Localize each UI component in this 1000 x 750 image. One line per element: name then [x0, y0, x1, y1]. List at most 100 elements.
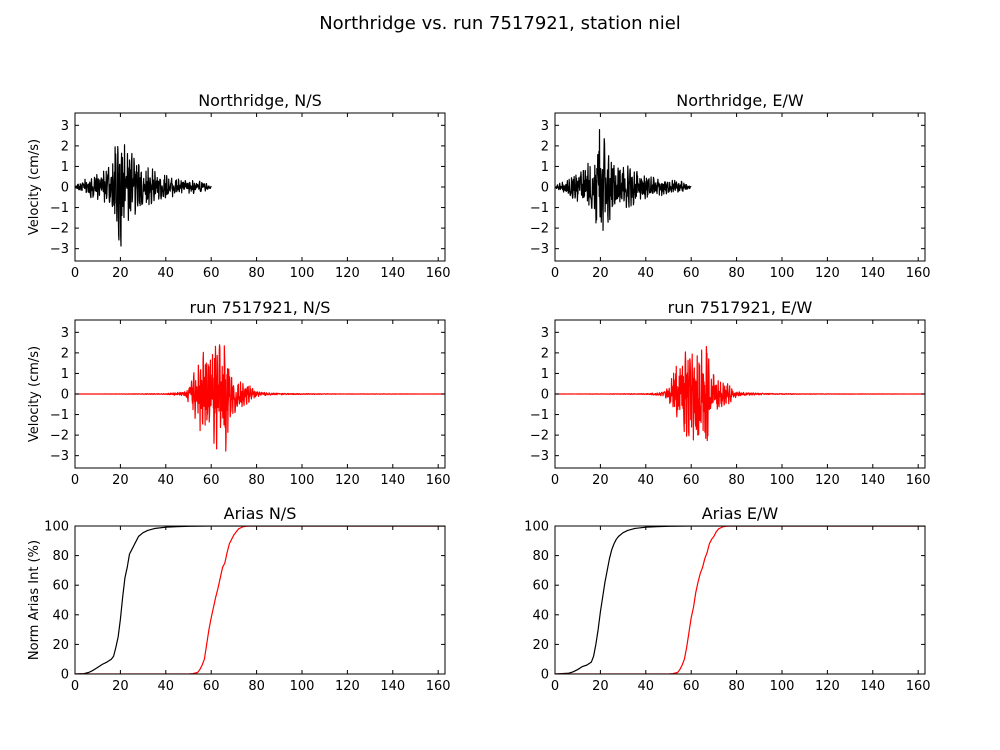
- y-tick-label: 60: [52, 579, 69, 594]
- axes-frame: [74, 525, 446, 675]
- y-tick-label: 1: [541, 160, 549, 175]
- x-tick-label: 60: [203, 679, 220, 694]
- subplot-title: Arias E/W: [702, 504, 779, 523]
- y-axis-label: Norm Arias Int (%): [27, 540, 42, 660]
- x-tick-label: 80: [728, 473, 745, 488]
- x-tick-label: 0: [551, 679, 559, 694]
- y-tick-label: 100: [524, 520, 549, 535]
- y-tick-label: 3: [61, 326, 69, 341]
- x-tick-label: 160: [426, 473, 451, 488]
- y-tick-label: −3: [50, 242, 69, 257]
- x-tick-label: 120: [335, 473, 360, 488]
- x-tick-label: 100: [770, 473, 795, 488]
- subplot-title: Northridge, N/S: [198, 91, 322, 110]
- x-tick-label: 100: [290, 473, 315, 488]
- y-tick-label: 0: [541, 668, 549, 683]
- figure-title: Northridge vs. run 7517921, station niel: [319, 13, 681, 34]
- x-tick-label: 120: [815, 266, 840, 281]
- x-tick-label: 140: [860, 473, 885, 488]
- y-tick-label: 3: [541, 119, 549, 134]
- series-line-northridge-ns-0: [75, 144, 212, 247]
- subplot-run-ns: 0 20 40 60 80 100 120 140 160 −3 −2 −1 0 1 2 3 run 75179…: [27, 298, 451, 488]
- y-axis-label: Velocity (cm/s): [27, 139, 42, 235]
- x-tick-label: 80: [728, 679, 745, 694]
- y-tick-label: 1: [61, 160, 69, 175]
- x-tick-label: 40: [158, 266, 175, 281]
- y-tick-label: 80: [532, 549, 549, 564]
- subplot-grid: 0 20 40 60 80 100 120 140 160−3−2−10123Northridg…: [27, 91, 931, 694]
- x-tick-label: 60: [683, 473, 700, 488]
- series-line-arias-ns-1: [75, 526, 445, 674]
- y-tick-label: 40: [532, 608, 549, 623]
- x-tick-label: 100: [770, 679, 795, 694]
- y-tick-label: −1: [50, 408, 69, 423]
- x-tick-label: 0: [551, 473, 559, 488]
- x-tick-label: 160: [906, 679, 931, 694]
- y-tick-label: 20: [52, 638, 69, 653]
- x-tick-label: 140: [380, 679, 405, 694]
- x-tick-label: 120: [815, 473, 840, 488]
- subplot-northridge-ew: 0 20 40 60 80 100 120 140 160 −3 −2 −1 0 1 2 3 Northridg…: [530, 91, 931, 281]
- x-tick-label: 160: [426, 266, 451, 281]
- y-tick-label: 0: [61, 668, 69, 683]
- x-tick-label: 120: [335, 266, 360, 281]
- axes-frame: [554, 525, 926, 675]
- x-tick-label: 40: [158, 679, 175, 694]
- x-tick-label: 40: [638, 266, 655, 281]
- y-tick-label: −2: [50, 222, 69, 237]
- subplot-title: Arias N/S: [224, 504, 297, 523]
- x-tick-label: 140: [380, 266, 405, 281]
- series-line-run-ns-0: [75, 344, 445, 452]
- x-tick-label: 80: [248, 473, 265, 488]
- x-tick-label: 20: [592, 473, 609, 488]
- x-tick-label: 80: [728, 266, 745, 281]
- x-tick-label: 60: [203, 473, 220, 488]
- x-tick-label: 40: [638, 473, 655, 488]
- x-tick-label: 60: [683, 679, 700, 694]
- x-tick-label: 120: [335, 679, 360, 694]
- series-line-arias-ew-0: [555, 526, 925, 674]
- y-tick-label: 2: [541, 346, 549, 361]
- x-tick-label: 60: [203, 266, 220, 281]
- x-tick-label: 0: [71, 473, 79, 488]
- subplot-arias-ew: 0 20 40 60 80 100 120 140 160 0 20 40 60 80 100 Arias E…: [524, 504, 930, 694]
- subplot-title: run 7517921, N/S: [190, 298, 331, 317]
- y-tick-label: 2: [61, 346, 69, 361]
- y-tick-label: 100: [44, 520, 69, 535]
- y-tick-label: 0: [61, 181, 69, 196]
- y-tick-label: 1: [541, 367, 549, 382]
- x-tick-label: 100: [770, 266, 795, 281]
- x-tick-label: 120: [815, 679, 840, 694]
- subplot-arias-ns: 0 20 40 60 80 100 120 140 160 0 20 40 60 80 100 Arias N…: [27, 504, 451, 694]
- y-tick-label: −3: [50, 449, 69, 464]
- series-line-northridge-ew-0: [555, 129, 692, 231]
- x-tick-label: 0: [551, 266, 559, 281]
- subplot-northridge-ns: 0 20 40 60 80 100 120 140 160 −3 −2 −1 0 1 2 3 Northridg…: [27, 91, 451, 281]
- series-line-run-ew-0: [555, 345, 925, 442]
- series-line-arias-ew-1: [555, 526, 925, 674]
- x-tick-label: 20: [112, 679, 129, 694]
- y-tick-label: −2: [530, 429, 549, 444]
- x-tick-label: 40: [638, 679, 655, 694]
- x-tick-label: 100: [290, 266, 315, 281]
- x-tick-label: 80: [248, 679, 265, 694]
- x-tick-label: 20: [592, 266, 609, 281]
- x-tick-label: 20: [592, 679, 609, 694]
- y-tick-label: 20: [532, 638, 549, 653]
- y-tick-label: 60: [532, 579, 549, 594]
- x-tick-label: 20: [112, 473, 129, 488]
- x-tick-label: 40: [158, 473, 175, 488]
- y-tick-label: −2: [530, 222, 549, 237]
- x-tick-label: 60: [683, 266, 700, 281]
- x-tick-label: 160: [426, 679, 451, 694]
- x-tick-label: 160: [906, 473, 931, 488]
- y-tick-label: 2: [541, 139, 549, 154]
- y-tick-label: 2: [61, 139, 69, 154]
- x-tick-label: 140: [380, 473, 405, 488]
- x-tick-label: 140: [860, 266, 885, 281]
- y-tick-label: 80: [52, 549, 69, 564]
- x-tick-label: 0: [71, 266, 79, 281]
- series-line-arias-ns-0: [75, 526, 445, 674]
